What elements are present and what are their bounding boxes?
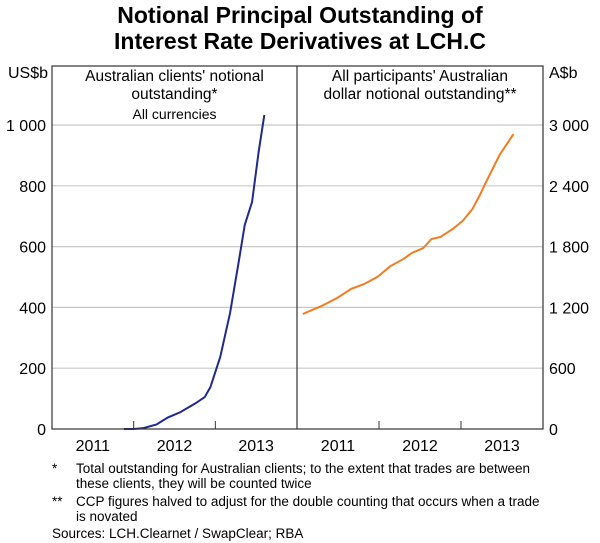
footnote-2-mark: ** [52, 494, 63, 509]
x-tick-label: 2013 [484, 438, 520, 455]
footnote-1-mark: * [52, 461, 58, 476]
panel-title: outstanding* [131, 86, 217, 103]
footnote-2-text: CCP figures halved to adjust for the dou… [76, 494, 540, 524]
y-axis-label: A$b [549, 65, 578, 82]
panel-subtitle: All currencies [132, 106, 216, 122]
y-tick-label: 1 000 [6, 118, 46, 135]
chart-title-line1: Notional Principal Outstanding of [117, 2, 483, 28]
x-tick-label: 2012 [157, 438, 193, 455]
panel-title: dollar notional outstanding** [323, 86, 516, 103]
x-tick-label: 2011 [76, 438, 111, 455]
sources: Sources: LCH.Clearnet / SwapClear; RBA [52, 526, 304, 541]
y-tick-label: 2 400 [549, 179, 589, 196]
plot-area: 0 200 400 600 800 1 000 US$b 2011 2012 2013 Austra… [6, 65, 589, 455]
x-tick-label: 2012 [402, 438, 438, 455]
x-tick-label: 2013 [238, 438, 274, 455]
y-tick-label: 600 [549, 361, 576, 378]
panel-title: All participants' Australian [332, 68, 508, 85]
y-tick-label: 1 200 [549, 300, 589, 317]
y-tick-label: 200 [19, 361, 46, 378]
panel-title: Australian clients' notional [85, 68, 264, 85]
y-tick-label: 0 [549, 422, 558, 439]
series-line [302, 133, 515, 315]
y-tick-label: 600 [19, 240, 46, 257]
y-tick-label: 0 [37, 422, 46, 439]
y-tick-label: 1 800 [549, 240, 589, 257]
y-tick-label: 3 000 [549, 118, 589, 135]
y-tick-label: 400 [19, 300, 46, 317]
footnote-1-text: Total outstanding for Australian clients… [76, 461, 531, 491]
y-tick-label: 800 [19, 179, 46, 196]
series-line [123, 114, 266, 430]
y-axis-label: US$b [8, 65, 48, 82]
chart-title-line2: Interest Rate Derivatives at LCH.C [114, 28, 486, 54]
x-tick-label: 2011 [321, 438, 356, 455]
